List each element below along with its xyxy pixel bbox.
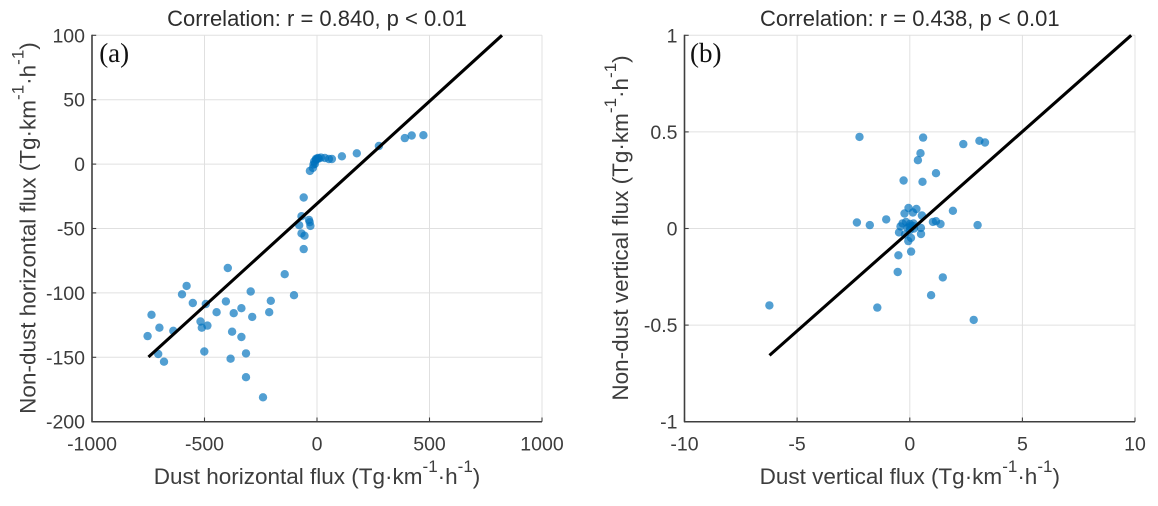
svg-text:0: 0 bbox=[312, 434, 323, 456]
svg-text:-1000: -1000 bbox=[67, 434, 117, 456]
svg-text:-150: -150 bbox=[46, 347, 85, 369]
svg-text:-0.5: -0.5 bbox=[644, 315, 678, 337]
svg-text:(a): (a) bbox=[99, 38, 129, 68]
svg-text:500: 500 bbox=[413, 434, 446, 456]
svg-text:0: 0 bbox=[904, 434, 915, 456]
svg-text:-5: -5 bbox=[788, 434, 805, 456]
svg-text:Correlation: r = 0.438, p < 0.: Correlation: r = 0.438, p < 0.01 bbox=[760, 6, 1060, 31]
svg-text:-500: -500 bbox=[185, 434, 224, 456]
svg-text:-100: -100 bbox=[46, 283, 85, 305]
svg-text:100: 100 bbox=[52, 25, 85, 47]
svg-text:(b): (b) bbox=[690, 38, 721, 68]
svg-text:-1: -1 bbox=[660, 412, 677, 434]
svg-text:Correlation: r = 0.840, p < 0.: Correlation: r = 0.840, p < 0.01 bbox=[167, 6, 467, 31]
svg-text:-10: -10 bbox=[670, 434, 698, 456]
svg-text:10: 10 bbox=[1124, 434, 1146, 456]
svg-text:1000: 1000 bbox=[520, 434, 564, 456]
svg-text:0: 0 bbox=[667, 219, 678, 241]
svg-text:-50: -50 bbox=[57, 219, 85, 241]
svg-text:0.5: 0.5 bbox=[650, 122, 677, 144]
svg-text:0: 0 bbox=[74, 154, 85, 176]
svg-text:50: 50 bbox=[63, 90, 85, 112]
svg-text:-200: -200 bbox=[46, 412, 85, 434]
svg-text:5: 5 bbox=[1017, 434, 1028, 456]
svg-text:1: 1 bbox=[667, 25, 678, 47]
